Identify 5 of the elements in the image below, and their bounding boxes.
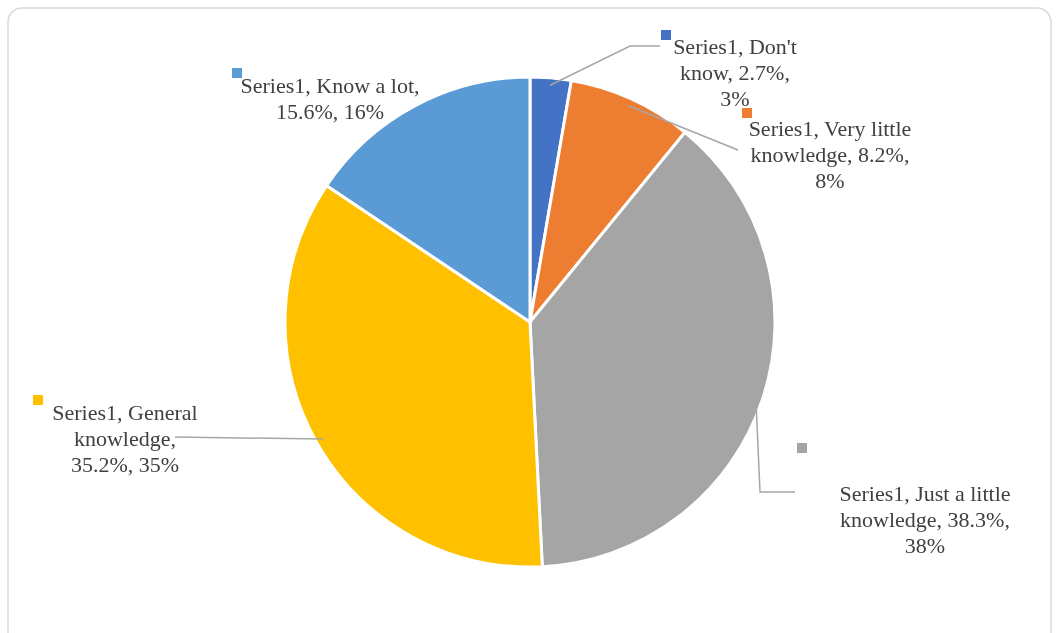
data-label: Series1, Very little knowledge, 8.2%, 8% — [748, 116, 912, 193]
data-label: Series1, Just a little knowledge, 38.3%, 38% — [839, 481, 1011, 558]
data-label: Series1, General knowledge, 35.2%, 35% — [52, 400, 198, 477]
data-label: Series1, Don't know, 2.7%, 3% — [673, 34, 797, 111]
data-label: Series1, Know a lot, 15.6%, 16% — [240, 73, 420, 124]
